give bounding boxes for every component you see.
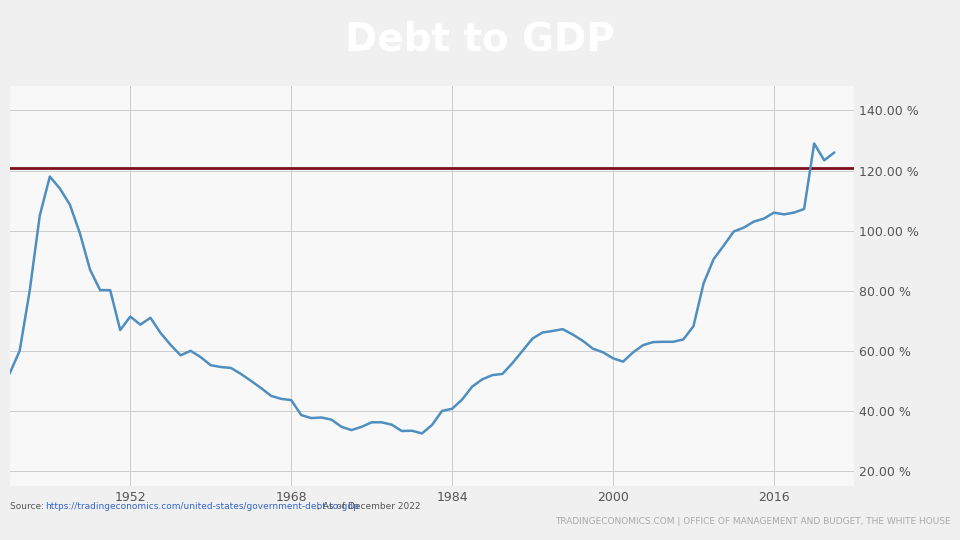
Text: Source:: Source: — [10, 502, 46, 511]
Text: TRADINGECONOMICS.COM | OFFICE OF MANAGEMENT AND BUDGET, THE WHITE HOUSE: TRADINGECONOMICS.COM | OFFICE OF MANAGEM… — [555, 517, 950, 525]
Text: ; As of December 2022: ; As of December 2022 — [317, 502, 420, 511]
Text: https://tradingeconomics.com/united-states/government-debt-to-gdp: https://tradingeconomics.com/united-stat… — [45, 502, 359, 511]
Text: Debt to GDP: Debt to GDP — [346, 20, 614, 58]
